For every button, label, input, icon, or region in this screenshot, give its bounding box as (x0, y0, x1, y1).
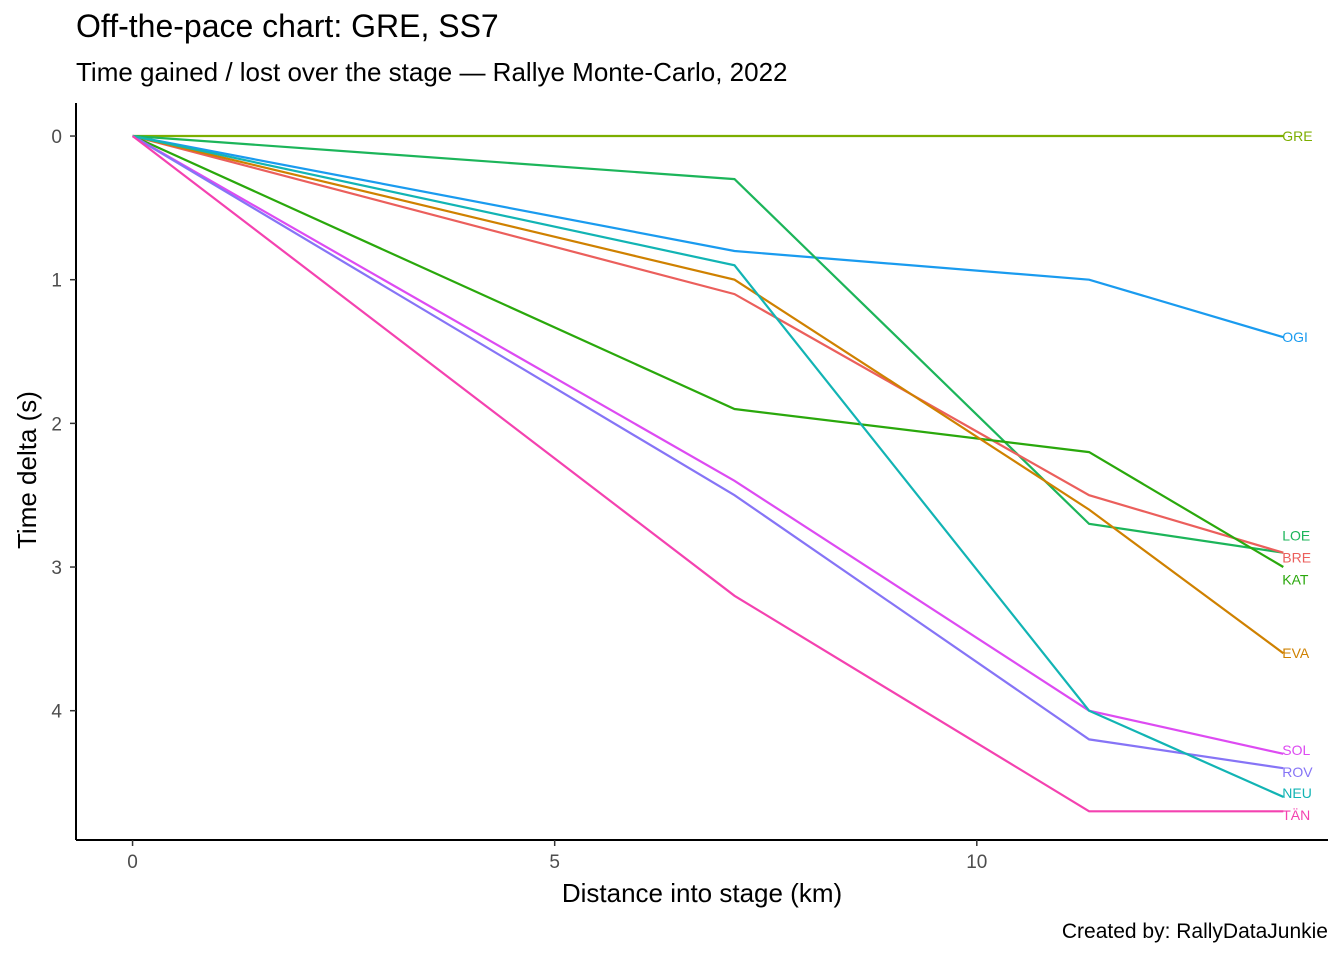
chart-title: Off-the-pace chart: GRE, SS7 (76, 8, 499, 44)
y-axis-title: Time delta (s) (12, 391, 42, 549)
series-line-tän (131, 135, 1284, 813)
chart-caption: Created by: RallyDataJunkie (1061, 920, 1328, 943)
x-tick-label: 5 (549, 852, 560, 873)
y-tick-label: 1 (51, 271, 62, 292)
series-lines (131, 134, 1284, 813)
chart-subtitle: Time gained / lost over the stage — Rall… (76, 57, 788, 87)
series-end-labels: GRE OGI LOE BRE KAT EVA SOL ROV NEU TÄN (1282, 128, 1313, 823)
series-label-loe: LOE (1282, 527, 1310, 543)
series-label-neu: NEU (1282, 785, 1312, 801)
series-label-tän: TÄN (1282, 807, 1310, 823)
series-label-ogi: OGI (1282, 329, 1308, 345)
series-line-eva (132, 134, 1284, 655)
y-tick-label: 0 (51, 127, 62, 148)
series-line-kat (132, 134, 1284, 568)
series-line-sol (132, 135, 1284, 755)
series-label-gre: GRE (1282, 128, 1312, 144)
series-line-neu (132, 134, 1284, 798)
x-tick-label: 10 (966, 852, 987, 873)
series-line-loe (132, 134, 1284, 554)
x-axis-title: Distance into stage (km) (562, 878, 842, 908)
y-tick-label: 4 (51, 702, 62, 723)
y-tick-label: 2 (51, 414, 62, 435)
x-tick-label: 0 (127, 852, 138, 873)
series-label-eva: EVA (1282, 645, 1310, 661)
axes: 0 5 10 0 1 2 3 4 (51, 103, 1328, 873)
series-line-bre (132, 134, 1284, 554)
series-line-rov (132, 135, 1284, 770)
series-label-kat: KAT (1282, 571, 1309, 587)
y-tick-label: 3 (51, 558, 62, 579)
series-label-rov: ROV (1282, 764, 1313, 780)
series-label-bre: BRE (1282, 549, 1311, 565)
series-label-sol: SOL (1282, 742, 1310, 758)
series-line-ogi (132, 134, 1284, 339)
